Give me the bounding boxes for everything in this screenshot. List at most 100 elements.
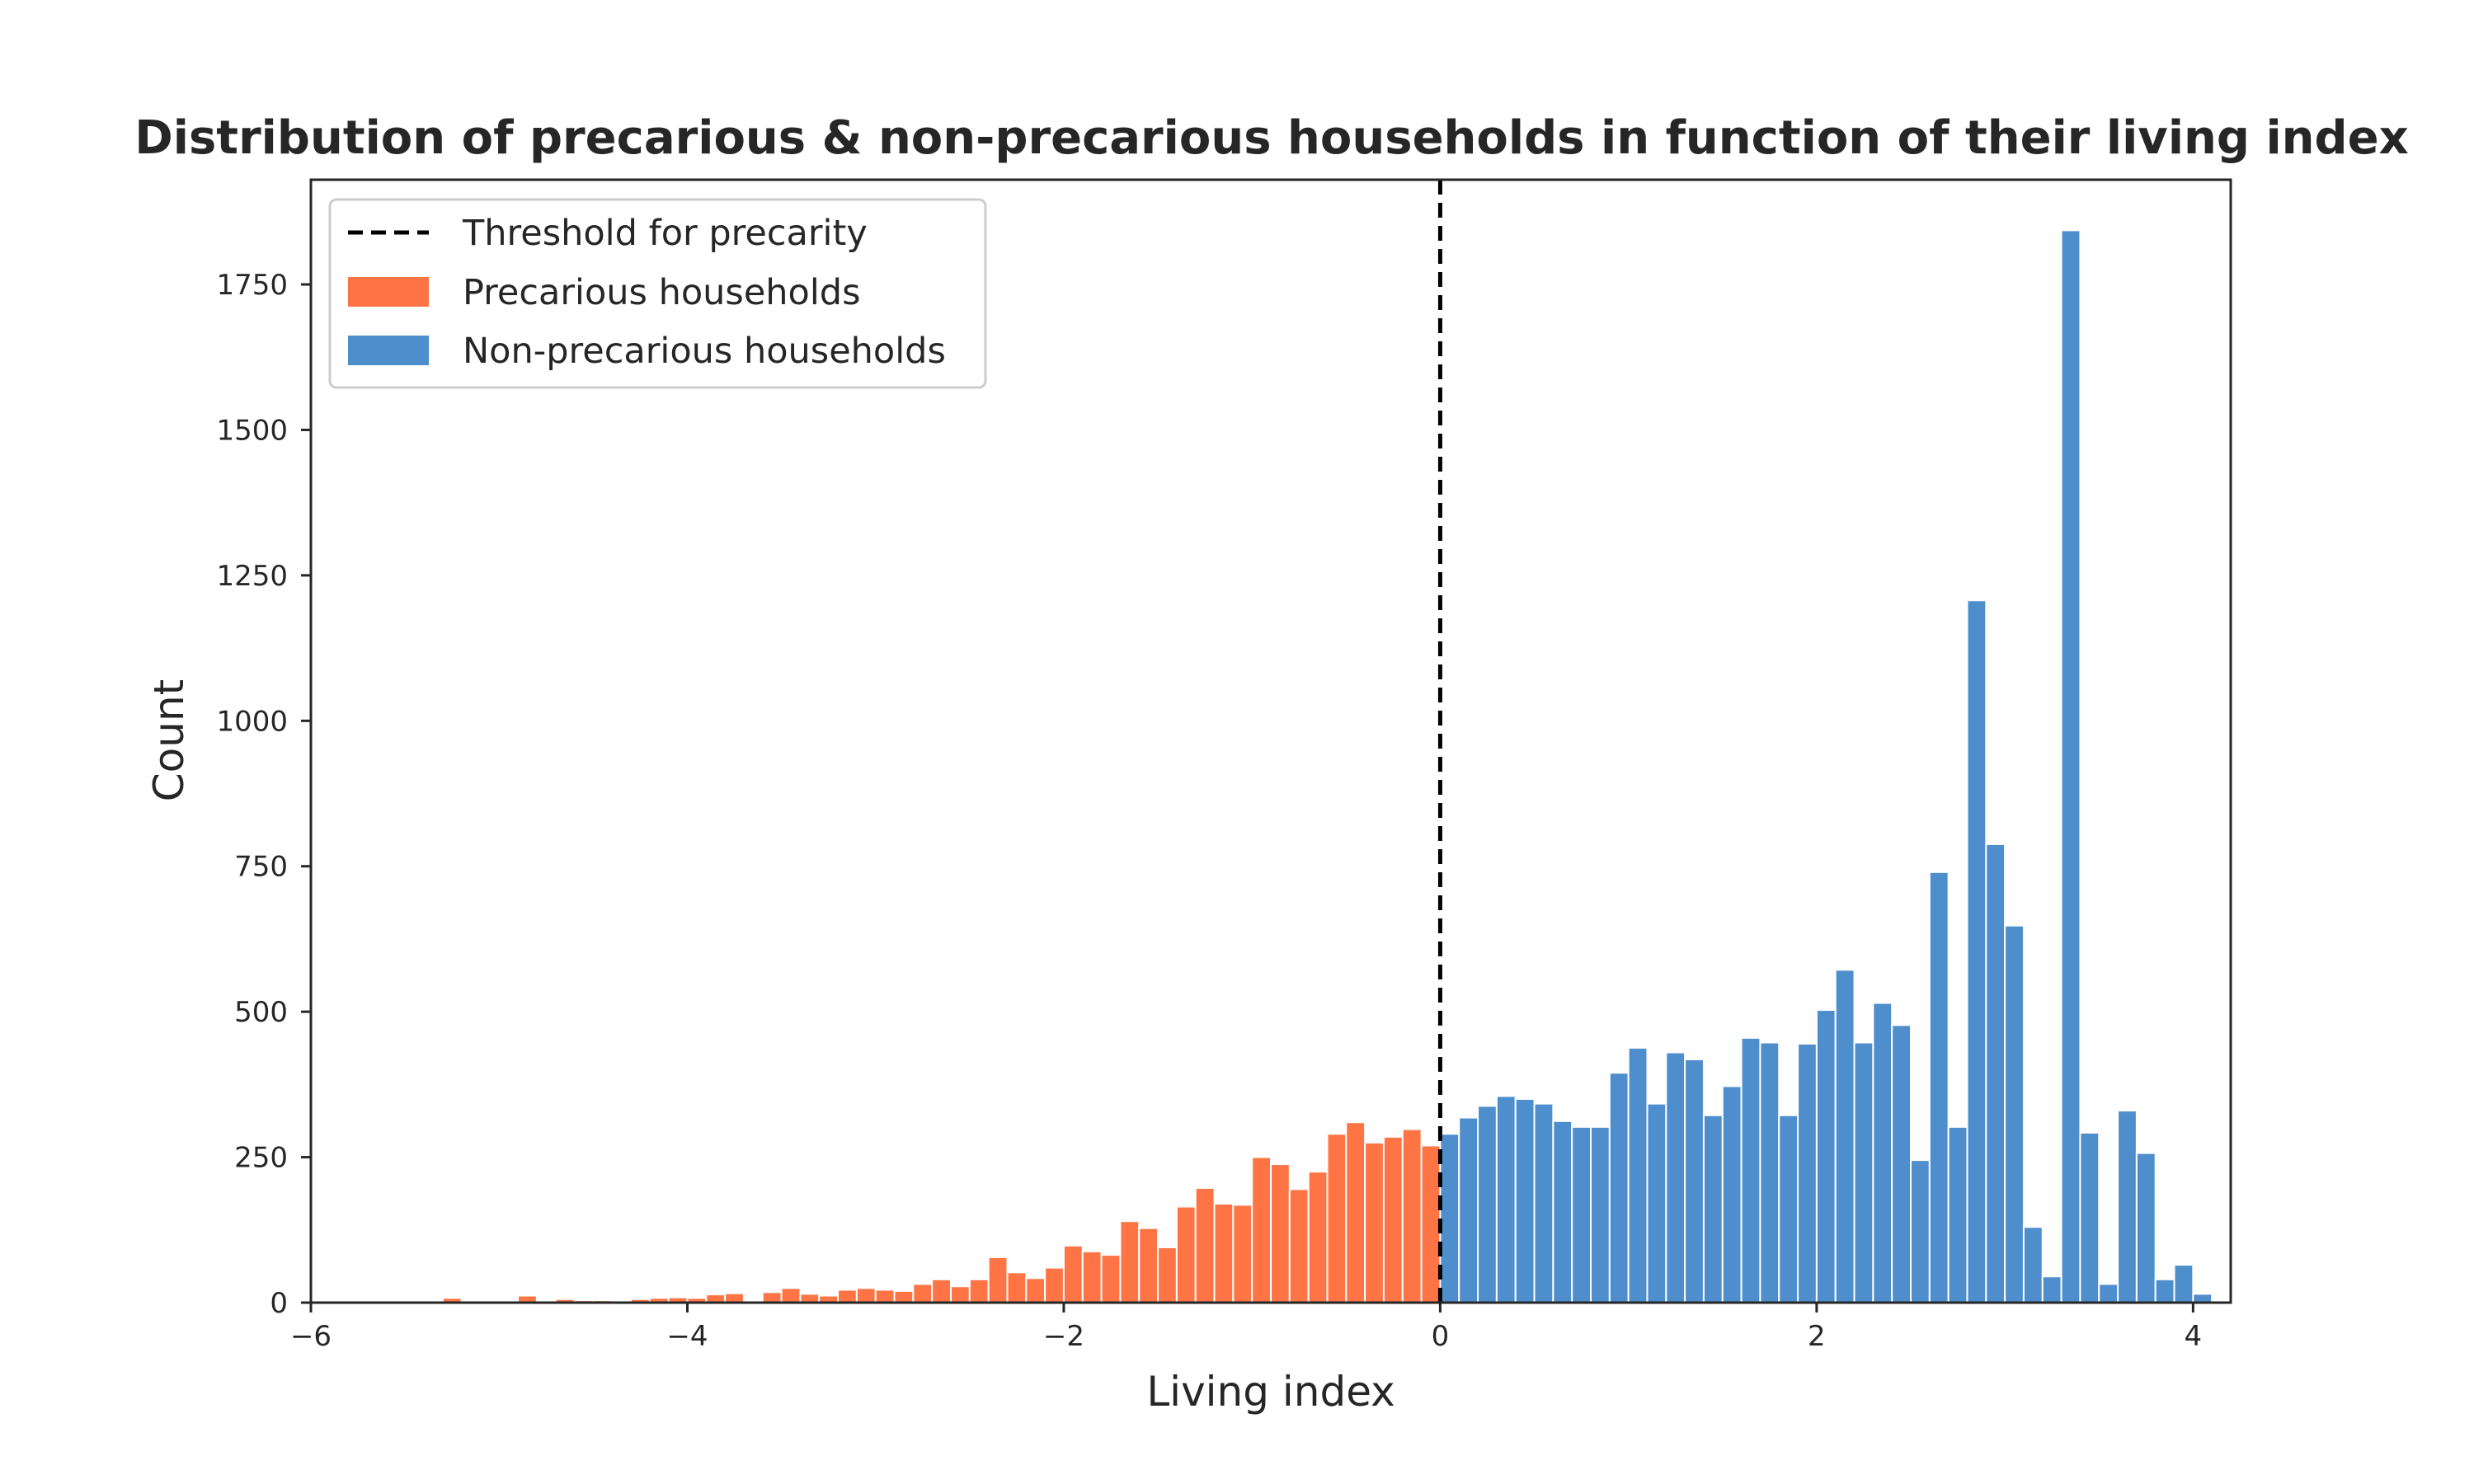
precarious-households-bar [1251, 1156, 1272, 1303]
precarious-households-bar [1307, 1171, 1329, 1304]
non-precarious-households-bar [1891, 1024, 1912, 1303]
precarious-households-bar [1044, 1266, 1065, 1304]
legend-precarious-label: Precarious households [463, 272, 861, 313]
non-precarious-households-bar [1721, 1085, 1743, 1303]
y-tick-label: 250 [234, 1142, 288, 1175]
non-precarious-households-bar [2117, 1110, 2138, 1303]
x-tick-label: 4 [2185, 1320, 2203, 1353]
precarious-households-bar [780, 1287, 802, 1304]
plot-frame [309, 178, 2232, 1304]
non-precarious-households-bar [1928, 871, 1950, 1303]
non-precarious-households-bar [1815, 1009, 1837, 1304]
non-precarious-households-bar [2041, 1275, 2062, 1304]
legend-threshold-label: Threshold for precarity [462, 213, 868, 254]
non-precarious-households-bar [1477, 1105, 1498, 1304]
y-tick-label: 1750 [216, 269, 288, 302]
non-precarious-households-bar [1702, 1114, 1724, 1303]
non-precarious-households-bar [1947, 1125, 1968, 1304]
precarious-households-bar [724, 1292, 745, 1304]
precarious-households-bar [874, 1289, 896, 1303]
non-precarious-households-bar [1571, 1125, 1592, 1304]
non-precarious-households-bar [2004, 924, 2025, 1304]
y-tick-label: 1000 [216, 705, 288, 738]
non-precarious-households-bar [2192, 1293, 2213, 1304]
non-precarious-households-bar [1533, 1102, 1554, 1303]
precarious-households-bar [855, 1287, 877, 1304]
x-tick-label: −2 [1043, 1320, 1084, 1353]
non-precarious-households-bar [2135, 1152, 2157, 1304]
precarious-households-bar [1138, 1227, 1159, 1303]
non-precarious-households-bar [2060, 229, 2081, 1303]
non-precarious-households-bar [1495, 1095, 1517, 1303]
precarious-households-bar [1232, 1204, 1253, 1304]
non-precarious-households-bar [1985, 843, 2006, 1303]
non-precarious-households-bar [1458, 1116, 1479, 1303]
non-precarious-households-bar [1740, 1036, 1761, 1303]
precarious-households-bar [837, 1289, 858, 1303]
non-precarious-households-bar [1684, 1059, 1705, 1303]
non-precarious-households-bar [1966, 599, 1987, 1303]
legend-nonprecarious-swatch [348, 336, 429, 365]
precarious-households-bar [1364, 1141, 1385, 1303]
non-precarious-households-bar [2154, 1278, 2175, 1303]
precarious-households-bar [1213, 1203, 1235, 1304]
precarious-households-bar [1420, 1144, 1442, 1304]
precarious-households-bar [912, 1283, 934, 1303]
non-precarious-households-bar [2173, 1264, 2194, 1303]
precarious-households-bar [799, 1293, 821, 1304]
non-precarious-households-bar [1514, 1098, 1536, 1303]
non-precarious-households-bar [1608, 1072, 1630, 1303]
precarious-households-bar [1288, 1188, 1310, 1303]
non-precarious-households-bar [1872, 1002, 1893, 1304]
precarious-households-bar [1401, 1128, 1423, 1303]
x-tick-label: −6 [290, 1320, 332, 1353]
precarious-households-bar [931, 1278, 952, 1303]
non-precarious-households-bar [2079, 1131, 2100, 1304]
bars-layer [385, 229, 2213, 1304]
precarious-households-bar [1270, 1163, 1291, 1304]
non-precarious-households-bar [1552, 1120, 1573, 1304]
non-precarious-households-bar [1439, 1133, 1460, 1304]
x-tick-label: 0 [1432, 1320, 1450, 1353]
precarious-households-bar [1100, 1254, 1122, 1304]
precarious-households-bar [950, 1285, 971, 1303]
precarious-households-bar [1194, 1186, 1216, 1303]
non-precarious-households-bar [1646, 1102, 1667, 1303]
x-axis-ticks: −6 −4 −2 0 2 4 [290, 1303, 2202, 1353]
precarious-households-bar [968, 1278, 990, 1303]
x-tick-label: 2 [1808, 1320, 1826, 1353]
legend-precarious-swatch [348, 277, 429, 307]
y-tick-label: 750 [234, 851, 288, 884]
non-precarious-households-bar [2098, 1283, 2119, 1303]
y-tick-label: 1250 [216, 560, 288, 593]
precarious-households-bar [1025, 1277, 1047, 1303]
precarious-households-bar [1006, 1271, 1028, 1303]
y-axis-label: Count [145, 679, 193, 802]
precarious-households-bar [1175, 1205, 1197, 1303]
non-precarious-households-bar [1590, 1125, 1611, 1304]
precarious-households-bar [1062, 1244, 1084, 1303]
non-precarious-households-bar [1853, 1041, 1874, 1304]
precarious-households-bar [1119, 1220, 1141, 1303]
precarious-households-bar [893, 1289, 915, 1303]
non-precarious-households-bar [1797, 1042, 1818, 1303]
non-precarious-households-bar [2022, 1226, 2044, 1303]
legend-nonprecarious-label: Non-precarious households [463, 331, 946, 372]
precarious-households-bar [987, 1256, 1009, 1304]
precarious-households-bar [1345, 1121, 1366, 1303]
y-axis-ticks: 0 250 500 750 1000 1250 1500 1750 [216, 269, 311, 1320]
y-tick-label: 1500 [216, 414, 288, 447]
legend-box [328, 198, 987, 389]
non-precarious-households-bar [1627, 1046, 1649, 1304]
x-tick-label: −4 [666, 1320, 708, 1353]
chart-title: Distribution of precarious & non-precari… [134, 111, 2408, 165]
non-precarious-households-bar [1665, 1051, 1686, 1303]
non-precarious-households-bar [1759, 1041, 1780, 1304]
non-precarious-households-bar [1910, 1159, 1931, 1304]
precarious-households-bar [1382, 1135, 1404, 1303]
precarious-households-bar [761, 1291, 783, 1303]
precarious-households-bar [1157, 1246, 1178, 1303]
x-axis-label: Living index [1146, 1368, 1395, 1416]
